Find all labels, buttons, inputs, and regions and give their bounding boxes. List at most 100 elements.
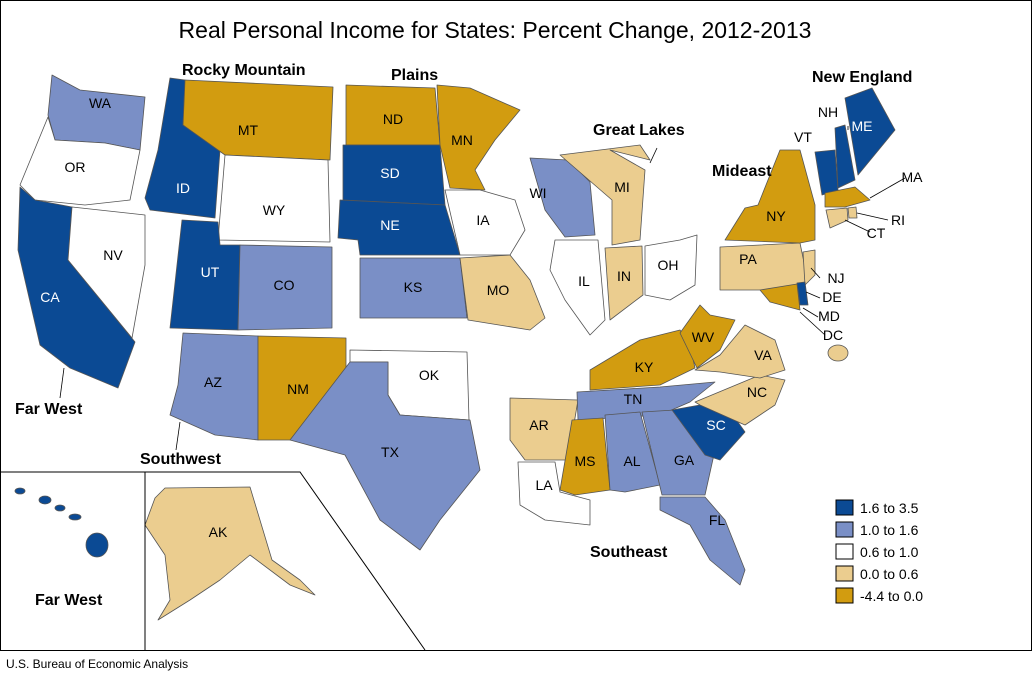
state-label-mn: MN <box>451 132 473 148</box>
state-MD[interactable] <box>759 283 801 311</box>
state-KS[interactable] <box>359 257 468 319</box>
state-label-ri: RI <box>891 212 905 228</box>
region-label-mideast: Mideast <box>712 163 772 180</box>
state-label-hi: HI <box>30 519 44 535</box>
region-label-new-england: New England <box>812 69 912 86</box>
state-label-nd: ND <box>383 111 403 127</box>
state-RI[interactable] <box>847 206 858 219</box>
state-label-me: ME <box>852 118 873 134</box>
state-NY[interactable] <box>724 149 816 244</box>
state-MI[interactable] <box>559 144 651 246</box>
state-label-nj: NJ <box>827 270 844 286</box>
state-ME[interactable] <box>844 87 896 176</box>
state-label-ar: AR <box>529 417 548 433</box>
state-label-ok: OK <box>419 367 440 383</box>
legend-label-1: 1.0 to 1.6 <box>860 522 919 538</box>
state-label-nm: NM <box>287 381 309 397</box>
state-label-al: AL <box>623 453 640 469</box>
state-IN[interactable] <box>604 245 644 321</box>
state-label-pa: PA <box>739 251 757 267</box>
state-label-sd: SD <box>380 165 399 181</box>
legend-label-0: 1.6 to 3.5 <box>860 500 919 516</box>
state-CA[interactable] <box>17 186 136 389</box>
state-CT[interactable] <box>825 207 849 229</box>
state-label-mo: MO <box>487 282 510 298</box>
region-label-southwest: Southwest <box>140 451 222 468</box>
state-label-tn: TN <box>624 391 643 407</box>
state-label-sc: SC <box>706 417 725 433</box>
state-MN[interactable] <box>436 84 521 191</box>
legend-swatch-4 <box>835 587 854 604</box>
state-label-co: CO <box>274 277 295 293</box>
state-MA[interactable] <box>824 186 871 208</box>
state-label-ny: NY <box>766 208 786 224</box>
source-credit: U.S. Bureau of Economic Analysis <box>6 657 189 671</box>
state-label-or: OR <box>65 159 86 175</box>
state-MS[interactable] <box>559 417 611 496</box>
state-NH[interactable] <box>834 124 856 189</box>
state-label-oh: OH <box>658 257 679 273</box>
legend-swatch-1 <box>835 521 854 538</box>
state-VA[interactable] <box>694 324 786 379</box>
state-NV[interactable] <box>67 206 146 339</box>
state-FL[interactable] <box>659 496 746 586</box>
state-label-ma: MA <box>902 169 924 185</box>
map-title: Real Personal Income for States: Percent… <box>179 17 812 43</box>
state-label-vt: VT <box>794 129 812 145</box>
state-label-ak: AK <box>209 524 228 540</box>
state-NJ[interactable] <box>802 249 816 286</box>
state-WV[interactable] <box>679 304 736 369</box>
state-label-wy: WY <box>263 202 286 218</box>
state-label-nv: NV <box>103 247 123 263</box>
region-label-southeast: Southeast <box>590 544 668 561</box>
state-label-ks: KS <box>404 279 423 295</box>
legend-label-3: 0.0 to 0.6 <box>860 566 919 582</box>
region-label-rocky-mountain: Rocky Mountain <box>182 62 306 79</box>
state-WY[interactable] <box>217 154 331 243</box>
state-label-az: AZ <box>204 374 222 390</box>
state-label-ct: CT <box>867 225 886 241</box>
legend: 1.6 to 3.5 1.0 to 1.6 0.6 to 1.0 0.0 to 0.6… <box>835 499 923 604</box>
state-TX[interactable] <box>289 361 481 551</box>
legend-swatch-2 <box>835 543 854 560</box>
state-HI[interactable] <box>14 487 109 558</box>
inset-frame <box>0 471 426 651</box>
state-label-in: IN <box>617 268 631 284</box>
state-MO[interactable] <box>459 254 546 331</box>
state-AK[interactable] <box>144 486 316 621</box>
legend-swatch-3 <box>835 565 854 582</box>
state-VT[interactable] <box>814 149 839 196</box>
state-OH[interactable] <box>644 234 698 301</box>
state-WA[interactable] <box>47 74 146 151</box>
state-label-ga: GA <box>674 452 695 468</box>
state-label-nh: NH <box>818 104 838 120</box>
state-label-de: DE <box>822 289 841 305</box>
state-CO[interactable] <box>237 244 333 331</box>
state-AR[interactable] <box>509 397 579 461</box>
state-GA[interactable] <box>641 409 716 496</box>
choropleth-map: Real Personal Income for States: Percent… <box>0 17 924 651</box>
state-label-id: ID <box>176 180 190 196</box>
state-AL[interactable] <box>604 411 661 493</box>
state-label-mi: MI <box>614 179 630 195</box>
state-label-ms: MS <box>575 453 596 469</box>
state-IA[interactable] <box>444 189 526 256</box>
state-label-dc: DC <box>823 327 843 343</box>
state-DE[interactable] <box>796 281 809 306</box>
state-label-md: MD <box>818 308 840 324</box>
state-label-va: VA <box>754 347 772 363</box>
state-LA[interactable] <box>517 461 591 526</box>
state-label-nc: NC <box>747 384 767 400</box>
state-DC[interactable] <box>827 344 849 362</box>
state-OR[interactable] <box>19 116 141 206</box>
state-label-ut: UT <box>201 264 220 280</box>
state-label-wi: WI <box>529 185 546 201</box>
state-PA[interactable] <box>719 242 809 291</box>
state-label-ky: KY <box>635 359 654 375</box>
region-label-plains: Plains <box>391 67 438 84</box>
state-NE[interactable] <box>337 199 461 256</box>
state-IL[interactable] <box>549 239 606 336</box>
state-label-la: LA <box>535 477 553 493</box>
legend-swatch-0 <box>835 499 854 516</box>
state-label-wv: WV <box>692 329 715 345</box>
